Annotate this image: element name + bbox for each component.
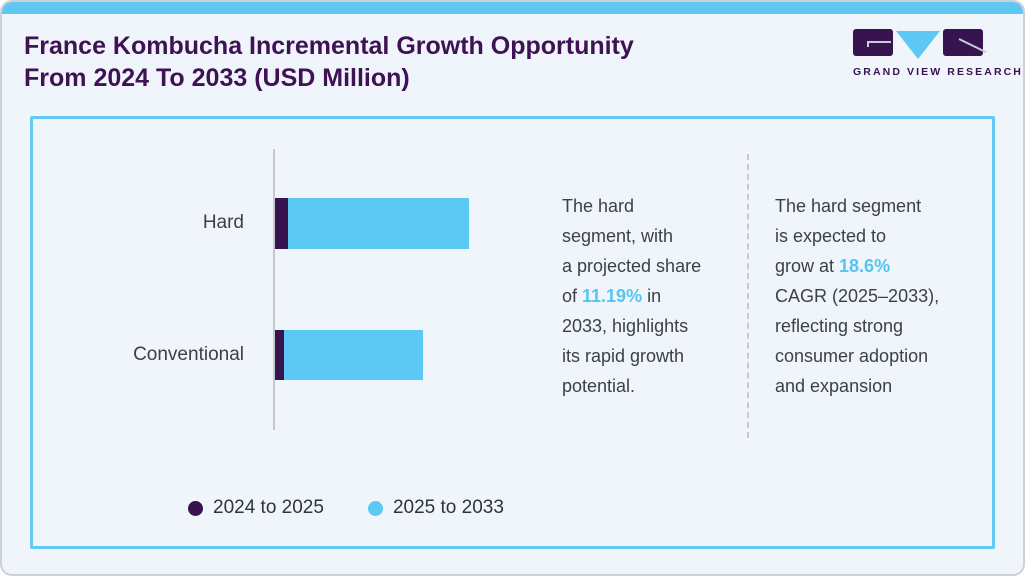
bar-segment	[284, 330, 423, 380]
title-line-2: From 2024 To 2033 (USD Million)	[24, 64, 410, 92]
category-label-conventional: Conventional	[133, 344, 244, 365]
legend-item-2025-2033: 2025 to 2033	[367, 497, 504, 519]
gvr-logo-g-icon	[853, 29, 893, 56]
annotation-cagr: The hard segment is expected to grow at …	[775, 196, 940, 396]
legend-label: 2025 to 2033	[392, 497, 504, 518]
page-title: France Kombucha Incremental Growth Oppor…	[24, 30, 744, 94]
legend-dot-2025-2033	[367, 500, 383, 516]
legend-dot-2024-2025	[188, 500, 203, 516]
bar-segment	[275, 198, 289, 249]
bar-segment	[288, 198, 469, 249]
bar-conventional	[275, 330, 423, 380]
top-accent-bar	[2, 2, 1023, 14]
annotation-share: The hard segment, with a projected share…	[562, 196, 702, 396]
highlight-share-value: 11.19%	[582, 286, 643, 306]
gvr-logo-marks	[853, 29, 995, 59]
highlight-cagr-value: 18.6%	[839, 256, 891, 276]
chart-panel	[30, 116, 995, 549]
legend-label: 2024 to 2025	[213, 497, 324, 518]
title-line-1: France Kombucha Incremental Growth Oppor…	[24, 32, 634, 60]
gvr-logo-v-icon	[896, 31, 940, 59]
gvr-logo-r-icon	[943, 29, 987, 56]
bar-segment	[275, 330, 285, 380]
chart-legend: 2024 to 2025 2025 to 2033	[188, 497, 504, 519]
category-label-hard: Hard	[202, 212, 244, 233]
gvr-logo: GRAND VIEW RESEARCH	[853, 29, 1023, 78]
legend-item-2024-2025: 2024 to 2025	[188, 497, 324, 519]
bar-hard	[275, 198, 469, 249]
y-axis-line	[273, 149, 275, 430]
gvr-logo-text: GRAND VIEW RESEARCH	[853, 66, 1023, 78]
dashed-divider	[747, 154, 749, 438]
